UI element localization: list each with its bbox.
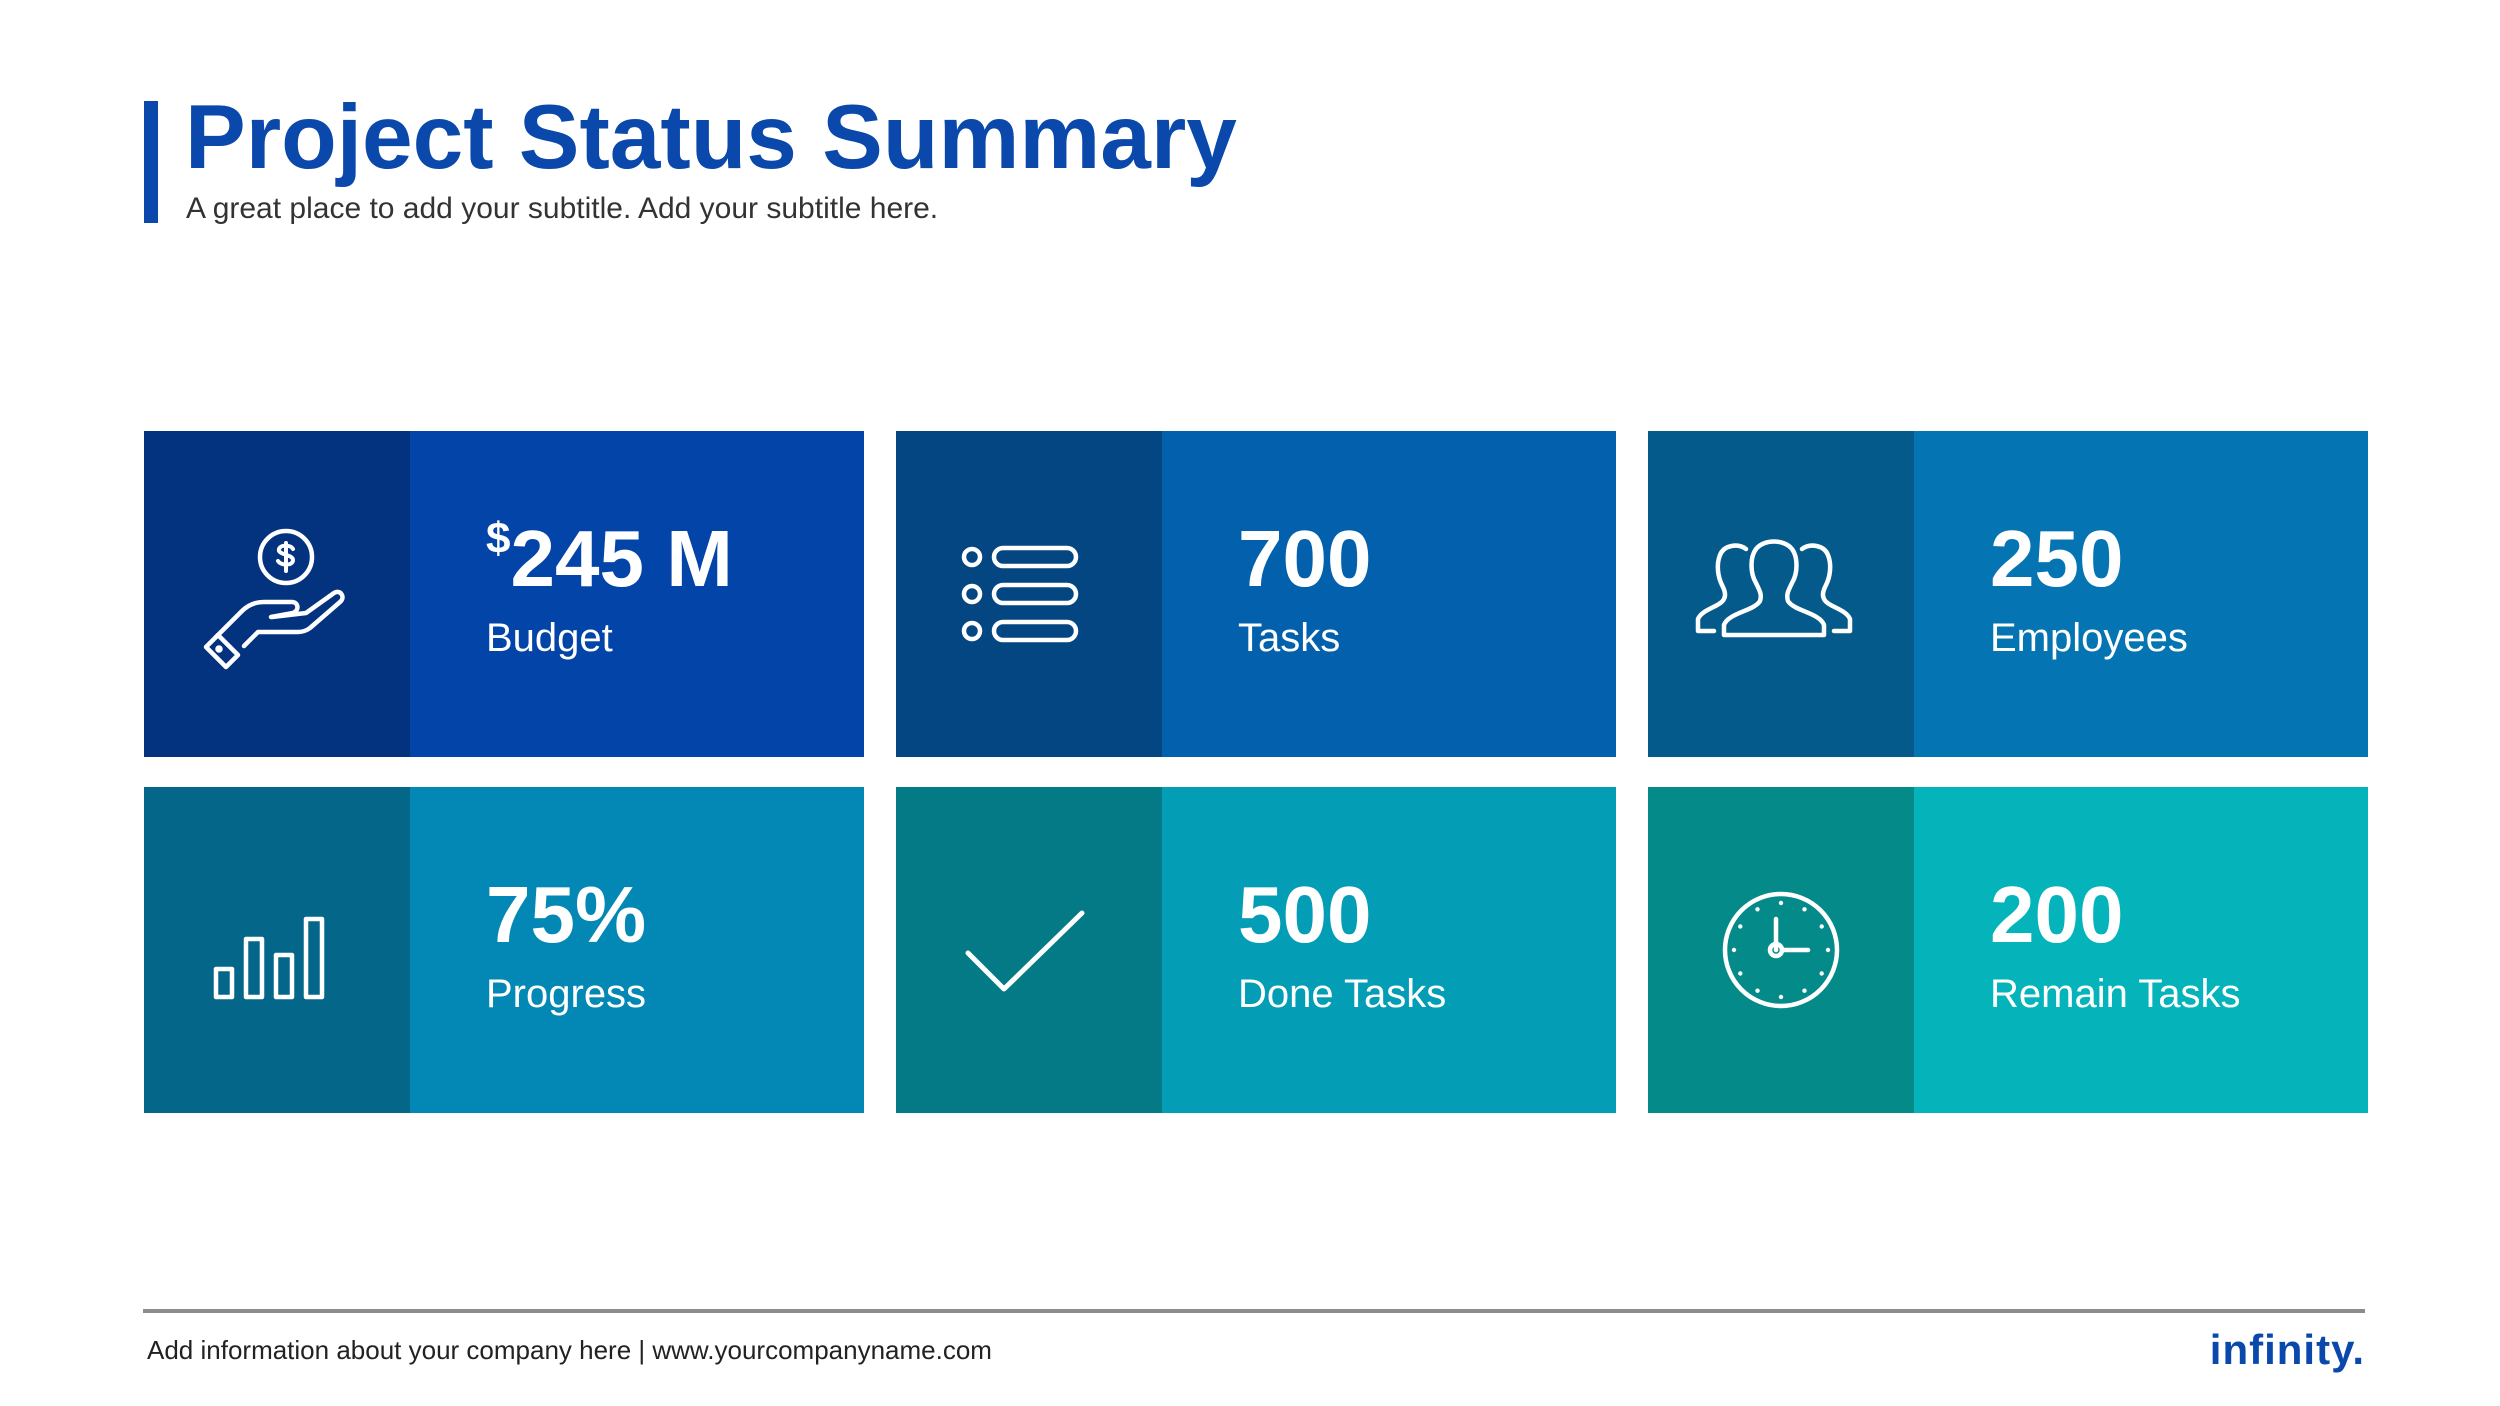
progress-label: Progress: [486, 972, 647, 1016]
budget-label: Budget: [486, 616, 613, 660]
clock-icon: [1722, 891, 1840, 1009]
tasks-value: 700: [1238, 514, 1372, 603]
remain-tasks-card: 200 Remain Tasks: [1648, 787, 2368, 1113]
bar-chart-icon: [213, 916, 325, 1000]
company-logo: infinity.: [2209, 1326, 2365, 1373]
progress-value: 75%: [486, 870, 647, 959]
progress-text-box: 75% Progress: [410, 787, 864, 1113]
people-icon: [1695, 539, 1853, 638]
done-tasks-value: 500: [1238, 870, 1372, 959]
done-tasks-card: 500 Done Tasks: [896, 787, 1616, 1113]
progress-card: 75% Progress: [144, 787, 864, 1113]
budget-amount: 245 M: [510, 514, 733, 603]
remain-tasks-label: Remain Tasks: [1990, 972, 2241, 1016]
employees-text-box: 250 Employees: [1914, 431, 2368, 757]
done-tasks-text-box: 500 Done Tasks: [1162, 787, 1616, 1113]
budget-value: $245 M: [486, 517, 733, 599]
tasks-card: 700 Tasks: [896, 431, 1616, 757]
list-icon: [961, 545, 1079, 643]
employees-icon-box: [1648, 431, 1914, 757]
remain-tasks-value: 200: [1990, 870, 2124, 959]
page-title: Project Status Summary: [185, 87, 1237, 188]
done-tasks-label: Done Tasks: [1238, 972, 1447, 1016]
employees-label: Employees: [1990, 616, 2188, 660]
employees-card: 250 Employees: [1648, 431, 2368, 757]
budget-currency: $: [486, 514, 511, 563]
budget-card: $245 M Budget: [144, 431, 864, 757]
done-tasks-icon-box: [896, 787, 1162, 1113]
page-subtitle: A great place to add your subtitle. Add …: [186, 192, 939, 225]
tasks-label: Tasks: [1238, 616, 1341, 660]
footer-info: Add information about your company here …: [147, 1335, 992, 1365]
remain-tasks-icon-box: [1648, 787, 1914, 1113]
tasks-text-box: 700 Tasks: [1162, 431, 1616, 757]
budget-icon-box: [144, 431, 410, 757]
title-accent-bar: [144, 101, 158, 223]
tasks-icon-box: [896, 431, 1162, 757]
progress-icon-box: [144, 787, 410, 1113]
check-icon: [965, 910, 1085, 992]
footer-divider: [143, 1309, 2365, 1313]
budget-text-box: $245 M Budget: [410, 431, 864, 757]
remain-tasks-text-box: 200 Remain Tasks: [1914, 787, 2368, 1113]
employees-value: 250: [1990, 514, 2124, 603]
money-hand-icon: [203, 528, 345, 670]
